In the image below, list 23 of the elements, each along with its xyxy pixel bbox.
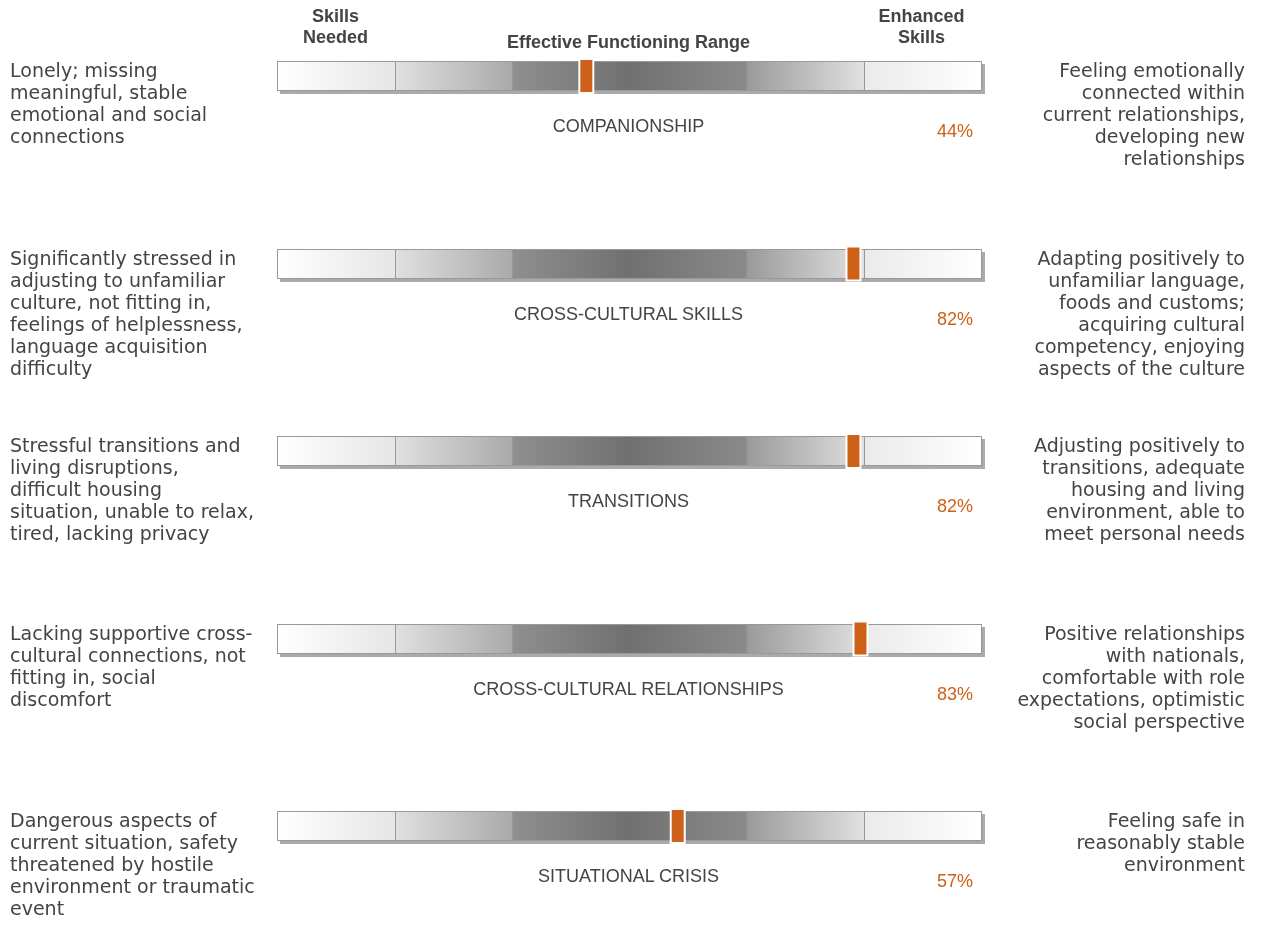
text: Lacking supportive cross-cultural connections, not fitting in, social discomfort xyxy=(10,621,254,710)
category-label: CROSS-CULTURAL SKILLS xyxy=(513,303,744,325)
text: Adapting positively to unfamiliar language, foods and customs; acquiring cultural competency, enjoying aspects of the culture xyxy=(1033,246,1245,379)
data-label: 57% xyxy=(937,871,974,892)
text: Positive relationships with nationals, comfortable with role expectations, optimistic social perspective xyxy=(1016,621,1245,732)
text: Enhanced Skills xyxy=(877,6,966,48)
text: Stressful transitions and living disruptions, difficult housing situation, unable to relax, tired, lacking privacy xyxy=(10,434,255,544)
category-label: CROSS-CULTURAL RELATIONSHIPS xyxy=(473,678,784,700)
text: Lonely; missing meaningful, stable emotional and social connections xyxy=(10,59,209,147)
text: Adjusting positively to transitions, adequate housing and living environment, able to meet personal needs xyxy=(1033,434,1245,544)
text: Significantly stressed in adjusting to unfamiliar culture, not fitting in, feelings of helplessness, language acquisition difficulty xyxy=(10,246,244,379)
data-label: 82% xyxy=(937,496,974,517)
category-label: COMPANIONSHIP xyxy=(552,116,705,137)
text: Feeling safe in reasonably stable environment xyxy=(1075,809,1245,875)
category-label: SITUATIONAL CRISIS xyxy=(537,866,720,887)
text: Dangerous aspects of current situation, safety threatened by hostile environment or traumatic event xyxy=(10,809,255,919)
text: Skills Needed xyxy=(302,6,370,48)
data-label: 44% xyxy=(937,121,974,142)
data-label: 82% xyxy=(937,308,974,330)
category-label: TRANSITIONS xyxy=(567,491,690,512)
data-label: 83% xyxy=(937,683,974,705)
text: Feeling emotionally connected within current relationships, developing new relationships xyxy=(1041,59,1245,169)
text: Effective Functioning Range xyxy=(506,32,751,53)
